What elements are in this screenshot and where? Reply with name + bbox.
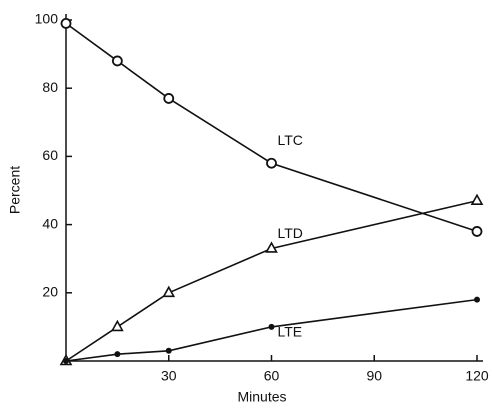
y-tick-label: 80 <box>42 79 58 95</box>
series-label: LTC <box>278 132 303 148</box>
marker <box>474 296 480 303</box>
x-tick-label: 120 <box>465 368 489 384</box>
line <box>65 298 478 362</box>
marker <box>111 55 123 67</box>
marker <box>165 347 172 354</box>
y-tick-label: 20 <box>42 284 58 300</box>
marker <box>265 241 278 253</box>
x-axis-label: Minutes <box>237 389 286 405</box>
marker <box>471 226 483 237</box>
series-label: LTE <box>278 324 303 340</box>
x-tick-label: 90 <box>366 368 382 384</box>
marker <box>162 285 176 298</box>
marker <box>60 18 72 29</box>
y-tick-label: 60 <box>42 147 58 163</box>
y-tick-label: 40 <box>42 215 58 231</box>
marker <box>163 93 175 104</box>
line <box>65 22 478 233</box>
marker <box>111 319 124 332</box>
series-label: LTD <box>278 225 303 241</box>
x-tick-label: 60 <box>264 368 280 384</box>
marker <box>266 157 277 169</box>
marker <box>114 351 121 358</box>
y-tick-label: 100 <box>35 11 59 27</box>
line <box>65 199 478 362</box>
x-tick-label: 30 <box>161 368 177 384</box>
marker <box>63 358 69 364</box>
y-axis-label: Percent <box>7 166 23 214</box>
marker <box>470 193 484 206</box>
marker <box>268 323 275 330</box>
